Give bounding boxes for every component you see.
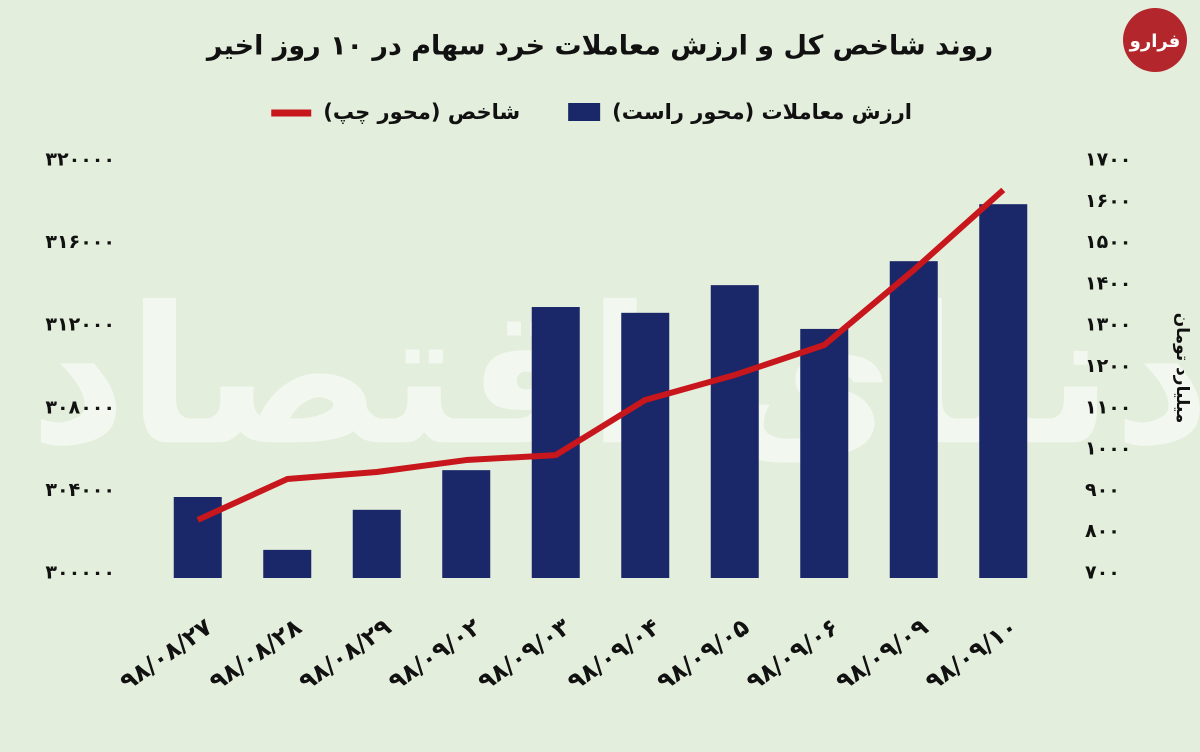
y2-tick-label: ۷۰۰ xyxy=(1085,562,1120,584)
y-tick-label: ۳۰۴۰۰۰ xyxy=(45,479,115,501)
y-tick-label: ۳۰۸۰۰۰ xyxy=(45,396,115,418)
x-tick-label: ۹۸/۰۹/۰۲ xyxy=(383,613,486,697)
y2-tick-label: ۱۶۰۰ xyxy=(1085,190,1131,212)
line xyxy=(196,187,1006,523)
y-tick-label: ۳۲۰۰۰۰ xyxy=(45,149,115,171)
x-tick-label: ۹۸/۰۹/۰۵ xyxy=(652,613,754,696)
bar xyxy=(800,328,849,578)
y2-tick-label: ۱۲۰۰ xyxy=(1085,355,1131,377)
y2-tick-label: ۱۰۰۰ xyxy=(1085,438,1131,460)
y2-tick-label: ۹۰۰ xyxy=(1085,479,1120,501)
y-tick-label: ۳۱۲۰۰۰ xyxy=(45,314,115,336)
x-tick-label: ۹۸/۰۹/۰۳ xyxy=(473,613,576,697)
x-tick-label: ۹۸/۰۹/۰۴ xyxy=(562,613,664,696)
y-tick-label: ۳۱۶۰۰۰ xyxy=(45,231,115,253)
bar xyxy=(889,261,938,578)
y2-tick-label: ۱۴۰۰ xyxy=(1085,272,1131,294)
y2-tick-label: ۱۱۰۰ xyxy=(1085,396,1131,418)
legend-label: ارزش معاملات (محور راست) xyxy=(612,100,912,124)
y2-tick-label: ۸۰۰ xyxy=(1085,520,1120,542)
bar xyxy=(442,470,491,578)
y2-axis-label: میلیارد تومان xyxy=(1172,313,1192,424)
x-tick-label: ۹۸/۰۹/۱۰ xyxy=(920,613,1022,696)
logo: فرارو xyxy=(1129,31,1181,52)
x-tick-label: ۹۸/۰۸/۲۹ xyxy=(294,613,397,697)
chart-title: روند شاخص کل و ارزش معاملات خرد سهام در … xyxy=(205,31,993,62)
bar xyxy=(621,312,670,578)
y2-tick-label: ۱۷۰۰ xyxy=(1085,149,1131,171)
x-tick-label: ۹۸/۰۹/۰۶ xyxy=(741,613,843,696)
y-tick-label: ۳۰۰۰۰۰ xyxy=(45,562,115,584)
x-tick-label: ۹۸/۰۸/۲۸ xyxy=(204,613,307,697)
y2-tick-label: ۱۵۰۰ xyxy=(1085,231,1131,253)
x-tick-label: ۹۸/۰۹/۰۹ xyxy=(831,613,934,697)
bar xyxy=(263,549,312,578)
x-tick-label: ۹۸/۰۸/۲۷ xyxy=(115,613,218,697)
y2-tick-label: ۱۳۰۰ xyxy=(1085,314,1131,336)
bar xyxy=(979,204,1028,579)
bar xyxy=(352,509,401,578)
legend-label: شاخص (محور چپ) xyxy=(323,100,520,124)
logo-badge xyxy=(1123,8,1187,72)
bar xyxy=(710,285,759,578)
legend-swatch xyxy=(568,103,601,121)
